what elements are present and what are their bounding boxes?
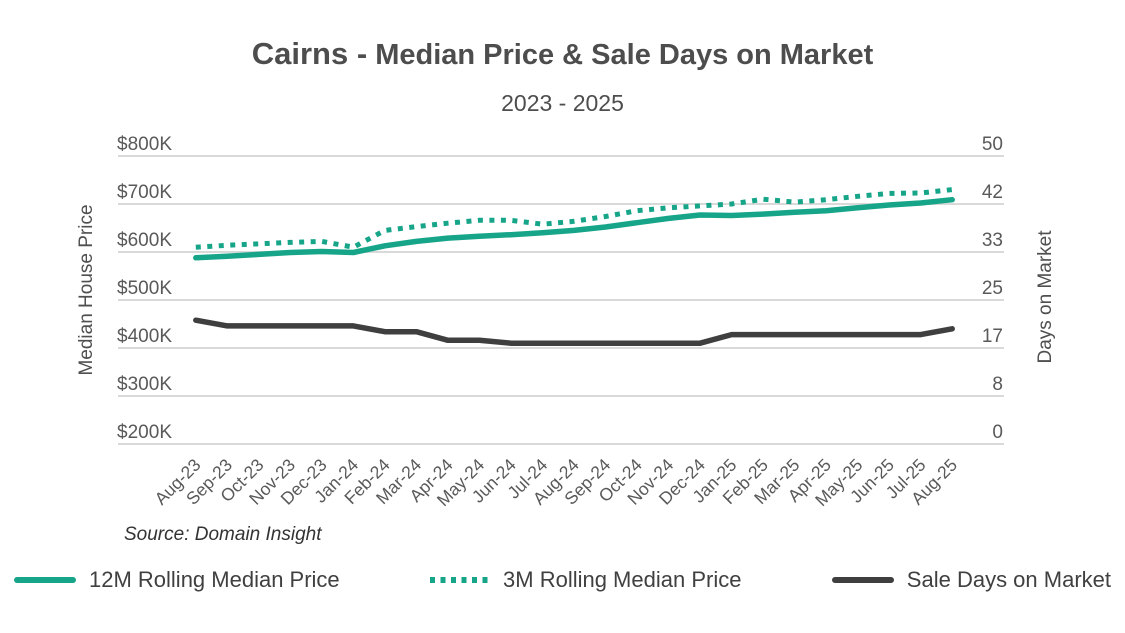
legend-label-3m: 3M Rolling Median Price — [503, 567, 742, 592]
chart-subtitle: 2023 - 2025 — [501, 90, 624, 116]
legend-item-days: Sale Days on Market — [831, 567, 1111, 593]
legend-label-days: Sale Days on Market — [906, 567, 1111, 592]
left-axis-tick-label: $600K — [117, 230, 172, 251]
right-axis-tick-label: 0 — [992, 422, 1003, 443]
legend-item-3m: 3M Rolling Median Price — [430, 567, 741, 593]
left-axis-tick-label: $800K — [117, 134, 172, 155]
left-axis-tick-label: $300K — [117, 374, 172, 395]
chart-title-prefix: Cairns - — [251, 36, 368, 71]
right-axis-tick-label: 50 — [982, 134, 1003, 155]
series-line-12m-rolling-median-price — [193, 196, 955, 261]
chart-title: Cairns - Median Price & Sale Days on Mar… — [0, 36, 1125, 72]
right-axis-tick-label: 8 — [992, 374, 1003, 395]
legend: 12M Rolling Median Price 3M Rolling Medi… — [0, 560, 1125, 600]
right-axis-tick-label: 25 — [982, 278, 1003, 299]
dotted-teal-line-swatch-icon — [430, 577, 491, 583]
legend-item-12m: 12M Rolling Median Price — [14, 567, 340, 593]
right-axis-tick-label: 42 — [982, 182, 1003, 203]
series-line-3m-rolling-median-price — [195, 187, 953, 250]
left-axis-tick-label: $200K — [117, 422, 172, 443]
right-axis-tick-label: 17 — [982, 326, 1003, 347]
left-axis-tick-label: $500K — [117, 278, 172, 299]
left-axis-tick-label: $400K — [117, 326, 172, 347]
solid-dark-line-swatch-icon — [831, 577, 894, 583]
solid-teal-line-swatch-icon — [14, 577, 76, 583]
right-axis-tick-label: 33 — [982, 230, 1003, 251]
left-axis-tick-label: $700K — [117, 182, 172, 203]
series-line-sale-days-on-market — [193, 317, 955, 346]
chart-title-rest: Median Price & Sale Days on Market — [367, 39, 874, 71]
source-note: Source: Domain Insight — [124, 524, 322, 545]
legend-label-12m: 12M Rolling Median Price — [89, 567, 340, 592]
